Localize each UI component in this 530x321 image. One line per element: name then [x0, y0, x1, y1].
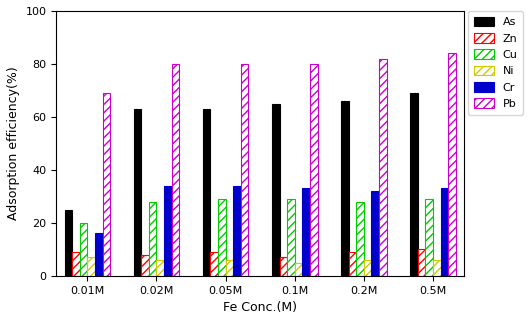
Bar	[426, 199, 433, 276]
Bar	[372, 191, 379, 276]
Bar	[295, 263, 302, 276]
Bar	[341, 101, 349, 276]
Bar	[448, 53, 456, 276]
Bar	[164, 186, 172, 276]
Bar	[134, 109, 142, 276]
Bar	[210, 252, 218, 276]
Bar	[410, 93, 418, 276]
Bar	[218, 199, 226, 276]
Bar	[226, 260, 233, 276]
Bar	[87, 257, 95, 276]
Bar	[142, 255, 149, 276]
Bar	[241, 64, 249, 276]
Bar	[95, 233, 102, 276]
Bar	[379, 59, 387, 276]
Bar	[272, 104, 279, 276]
X-axis label: Fe Conc.(M): Fe Conc.(M)	[223, 301, 297, 314]
Bar	[233, 186, 241, 276]
Bar	[65, 210, 72, 276]
Bar	[433, 260, 440, 276]
Bar	[356, 202, 364, 276]
Bar	[287, 199, 295, 276]
Bar	[418, 249, 426, 276]
Bar	[349, 252, 356, 276]
Bar	[149, 202, 156, 276]
Bar	[203, 109, 210, 276]
Legend: As, Zn, Cu, Ni, Cr, Pb: As, Zn, Cu, Ni, Cr, Pb	[468, 11, 523, 115]
Bar	[310, 64, 317, 276]
Y-axis label: Adsorption efficiency(%): Adsorption efficiency(%)	[7, 66, 20, 220]
Bar	[156, 260, 164, 276]
Bar	[80, 223, 87, 276]
Bar	[102, 93, 110, 276]
Bar	[72, 252, 79, 276]
Bar	[440, 188, 448, 276]
Bar	[172, 64, 179, 276]
Bar	[364, 260, 372, 276]
Bar	[279, 257, 287, 276]
Bar	[302, 188, 310, 276]
